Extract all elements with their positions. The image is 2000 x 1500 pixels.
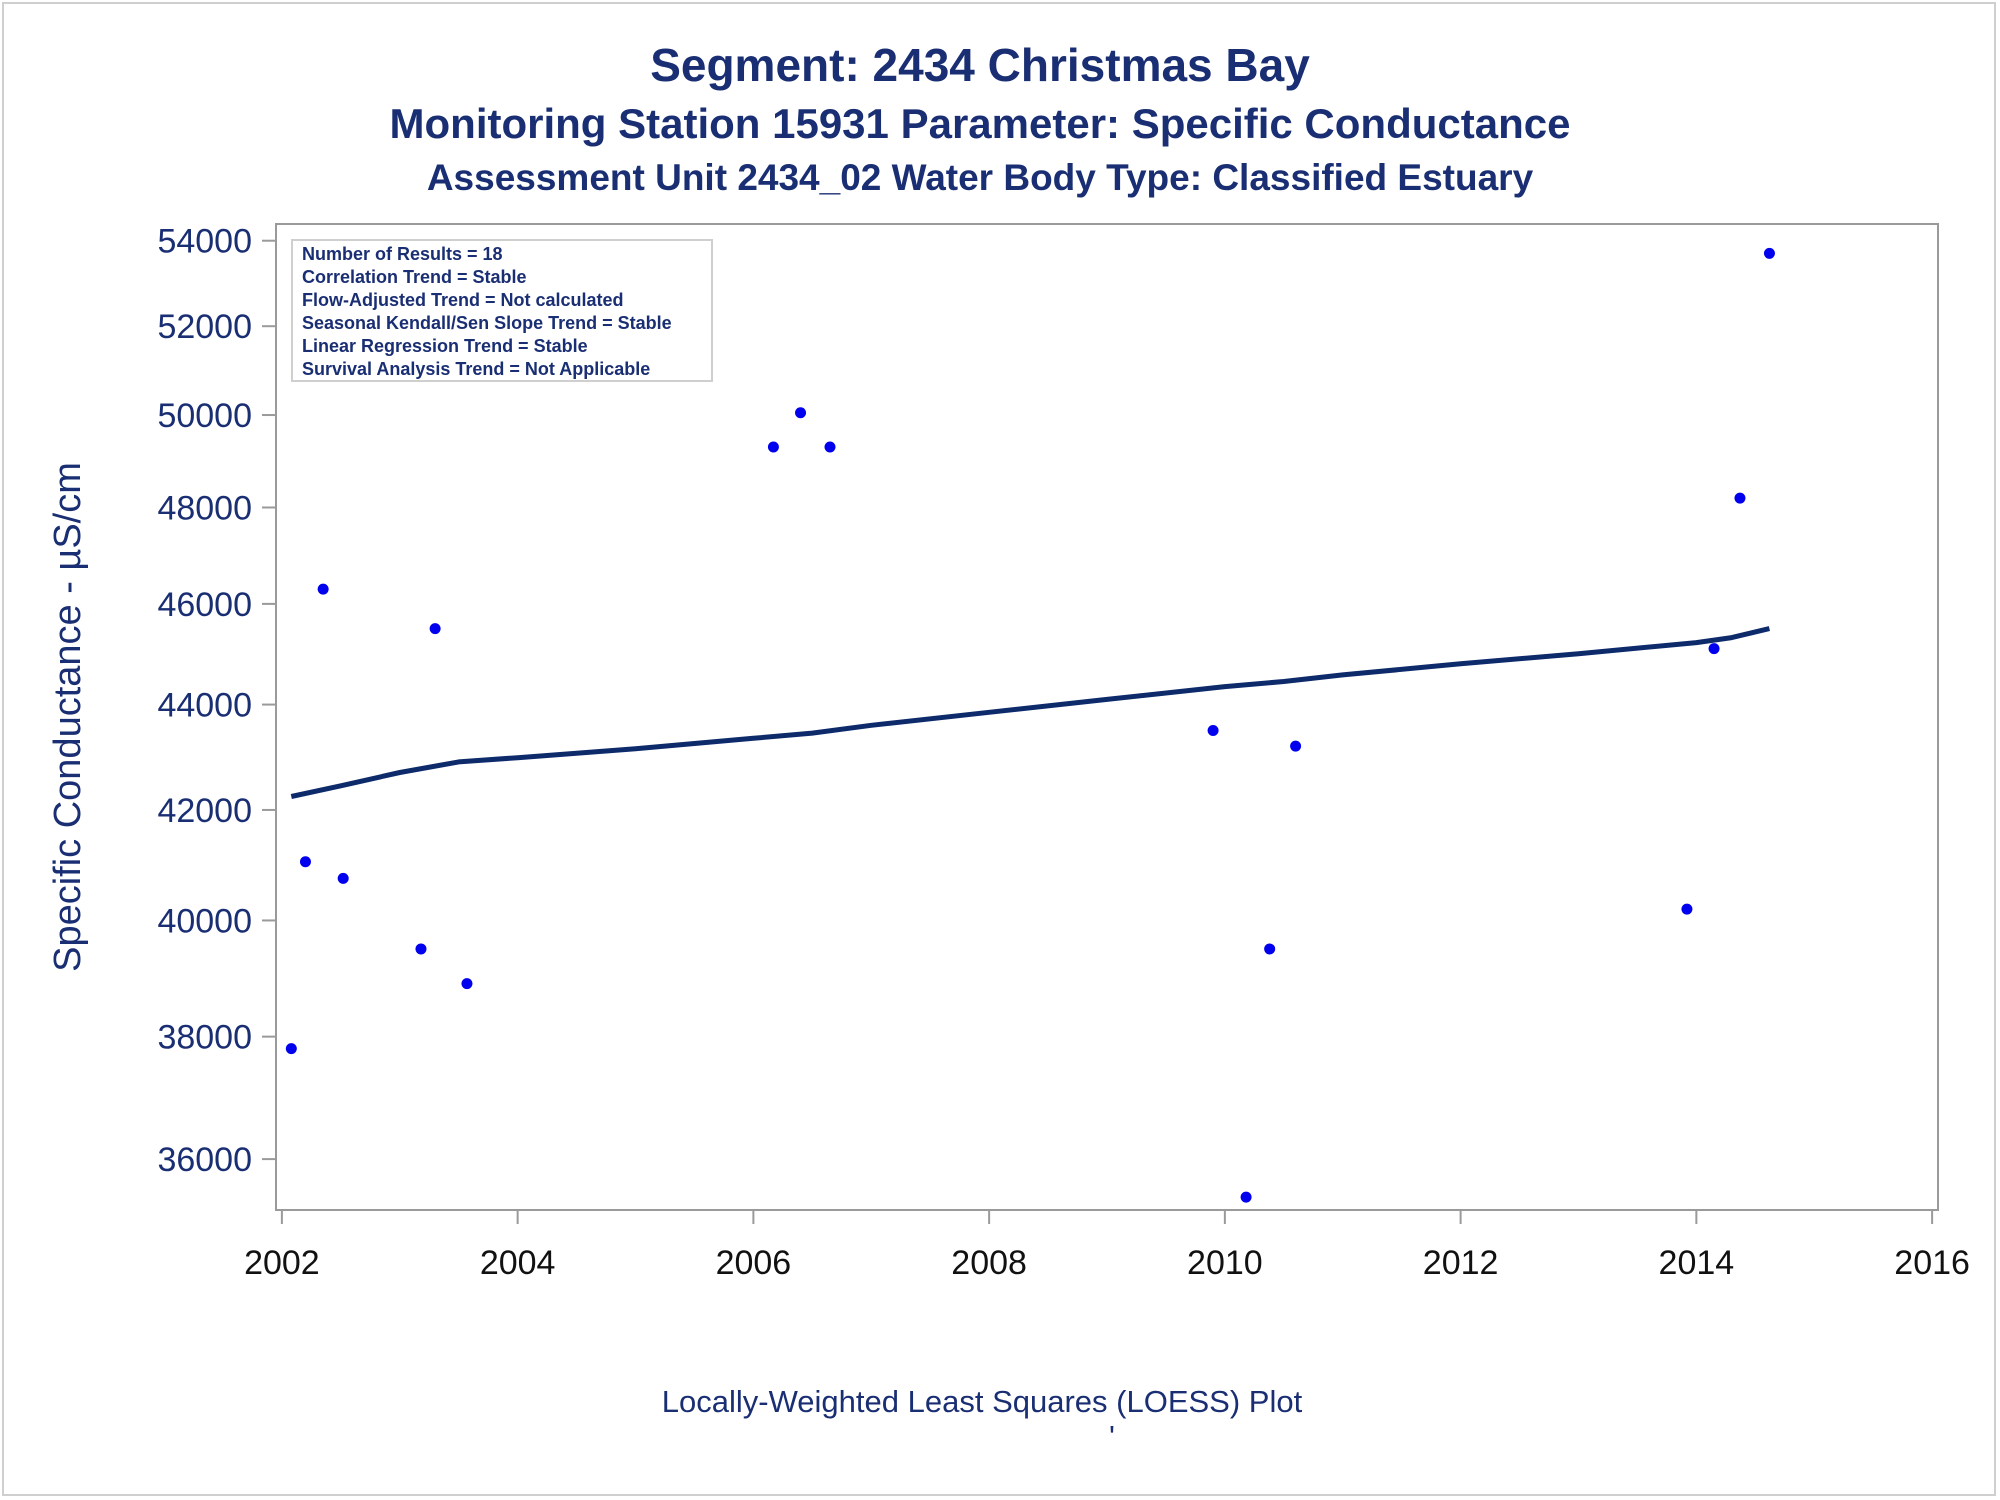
stats-legend-box: Number of Results = 18 Correlation Trend… bbox=[291, 239, 713, 382]
y-tick-label: 50000 bbox=[157, 397, 252, 435]
data-point bbox=[337, 872, 349, 884]
y-axis: 36000 38000 40000 42000 44000 46000 48000 50000… bbox=[157, 223, 276, 1179]
x-tick-label: 2016 bbox=[1894, 1244, 1970, 1282]
data-point bbox=[1240, 1191, 1252, 1203]
data-point bbox=[415, 943, 427, 955]
stat-correlation-trend: Correlation Trend = Stable bbox=[302, 267, 527, 287]
x-tick-label: 2002 bbox=[244, 1244, 320, 1282]
y-tick-label: 38000 bbox=[157, 1019, 252, 1057]
data-point bbox=[1708, 643, 1720, 655]
stats-box-border bbox=[291, 239, 713, 382]
stat-linear-regression-trend: Linear Regression Trend = Stable bbox=[302, 336, 588, 356]
stat-seasonal-kendall-trend: Seasonal Kendall/Sen Slope Trend = Stabl… bbox=[302, 313, 672, 333]
loess-trend-line bbox=[290, 626, 1770, 799]
y-tick-label: 48000 bbox=[157, 489, 252, 527]
data-point bbox=[1290, 740, 1302, 752]
x-tick-label: 2012 bbox=[1423, 1244, 1499, 1282]
y-axis-label: Specific Conductance - µS/cm bbox=[47, 462, 89, 972]
y-tick-label: 40000 bbox=[157, 902, 252, 940]
x-tick-label: 2006 bbox=[716, 1244, 792, 1282]
y-tick-label: 36000 bbox=[157, 1141, 252, 1179]
x-tick-label: 2004 bbox=[480, 1244, 556, 1282]
stat-number-of-results: Number of Results = 18 bbox=[302, 244, 503, 264]
data-point bbox=[1763, 247, 1775, 259]
plot-area bbox=[275, 223, 1939, 1211]
y-tick-label: 54000 bbox=[157, 223, 252, 261]
data-point bbox=[299, 856, 311, 868]
data-point bbox=[429, 623, 441, 635]
plot-method-footnote: Locally-Weighted Least Squares (LOESS) P… bbox=[662, 1384, 1303, 1419]
data-point bbox=[1681, 903, 1693, 915]
y-tick-label: 42000 bbox=[157, 792, 252, 830]
data-point bbox=[461, 978, 473, 990]
y-tick-label: 52000 bbox=[157, 308, 252, 346]
x-tick-label: 2008 bbox=[951, 1244, 1027, 1282]
x-tick-label: 2010 bbox=[1187, 1244, 1263, 1282]
stat-survival-analysis-trend: Survival Analysis Trend = Not Applicable bbox=[302, 359, 650, 379]
data-point bbox=[1264, 943, 1276, 955]
data-point bbox=[1734, 492, 1746, 504]
chart-subtitle-assessment: Assessment Unit 2434_02 Water Body Type:… bbox=[426, 157, 1534, 198]
stat-flow-adjusted-trend: Flow-Adjusted Trend = Not calculated bbox=[302, 290, 624, 310]
chart-title: Segment: 2434 Christmas Bay bbox=[650, 39, 1310, 91]
footnote-mark: ' bbox=[1109, 1419, 1115, 1454]
data-point bbox=[285, 1043, 297, 1055]
data-point bbox=[795, 407, 807, 419]
data-point bbox=[767, 441, 779, 453]
chart-subtitle-station: Monitoring Station 15931 Parameter: Spec… bbox=[389, 100, 1571, 147]
x-axis: 2002 2004 2006 2008 2010 2012 2014 2016 bbox=[244, 1210, 1970, 1282]
data-point bbox=[824, 441, 836, 453]
data-points bbox=[285, 247, 1775, 1203]
data-point bbox=[317, 583, 329, 595]
data-point bbox=[1207, 724, 1219, 736]
x-tick-label: 2014 bbox=[1659, 1244, 1735, 1282]
y-tick-label: 46000 bbox=[157, 586, 252, 624]
y-tick-label: 44000 bbox=[157, 687, 252, 725]
